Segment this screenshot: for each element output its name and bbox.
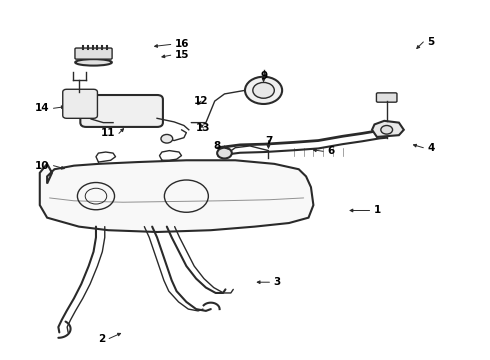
Text: 15: 15 — [174, 50, 189, 60]
Polygon shape — [372, 121, 404, 137]
Text: 9: 9 — [260, 71, 267, 81]
Text: 10: 10 — [35, 161, 49, 171]
Text: 8: 8 — [213, 141, 220, 151]
Circle shape — [381, 126, 392, 134]
Text: 2: 2 — [98, 333, 105, 343]
FancyBboxPatch shape — [80, 95, 163, 127]
Text: 5: 5 — [427, 37, 435, 47]
Circle shape — [217, 148, 232, 158]
Text: 6: 6 — [327, 146, 334, 156]
Polygon shape — [40, 160, 314, 232]
Text: 3: 3 — [273, 277, 281, 287]
Text: 12: 12 — [194, 96, 208, 106]
FancyBboxPatch shape — [63, 89, 98, 118]
Text: 14: 14 — [35, 103, 49, 113]
Circle shape — [161, 134, 172, 143]
FancyBboxPatch shape — [75, 48, 112, 59]
Circle shape — [253, 82, 274, 98]
Text: 16: 16 — [174, 40, 189, 49]
FancyBboxPatch shape — [376, 93, 397, 102]
Text: 7: 7 — [265, 136, 272, 145]
Text: 11: 11 — [100, 129, 115, 138]
Text: 13: 13 — [196, 123, 211, 133]
Circle shape — [245, 77, 282, 104]
Text: 1: 1 — [373, 206, 381, 216]
Ellipse shape — [75, 59, 112, 66]
Text: 4: 4 — [427, 143, 435, 153]
